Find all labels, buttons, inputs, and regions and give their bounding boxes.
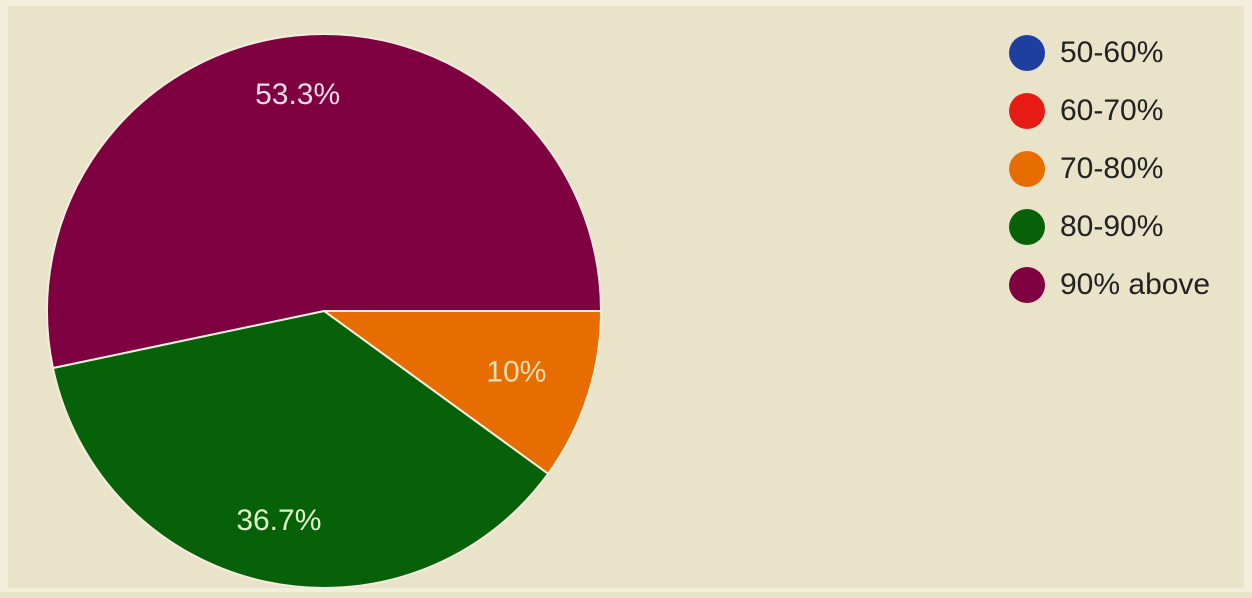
legend-swatch [1009,267,1045,303]
pie-slices [46,33,603,589]
legend-item: 90% above [1009,267,1210,303]
legend-swatch [1009,151,1045,187]
legend-item: 60-70% [1009,93,1163,129]
pie-chart: 10% 36.7% 53.3% 50-60% 60-70% 70-80% 80-90% 90… [46,33,1210,589]
legend-swatch [1009,35,1045,71]
legend-item: 70-80% [1009,151,1163,187]
pie-slice-70-80 [320,310,603,476]
legend-swatch [1009,209,1045,245]
legend: 50-60% 60-70% 70-80% 80-90% 90% above [1009,35,1210,303]
pie-data-label: 36.7% [236,504,321,537]
pie-slice-80-90 [51,309,550,589]
pie-data-labels: 10% 36.7% 53.3% [236,78,546,537]
legend-label: 70-80% [1060,152,1163,185]
legend-item: 50-60% [1009,35,1163,71]
legend-label: 80-90% [1060,210,1163,243]
legend-label: 90% above [1060,268,1210,301]
legend-label: 60-70% [1060,94,1163,127]
legend-item: 80-90% [1009,209,1163,245]
pie-data-label: 10% [486,355,546,388]
pie-slice-90-above [46,33,603,370]
pie-data-label: 53.3% [255,78,340,111]
legend-label: 50-60% [1060,36,1163,69]
legend-swatch [1009,93,1045,129]
